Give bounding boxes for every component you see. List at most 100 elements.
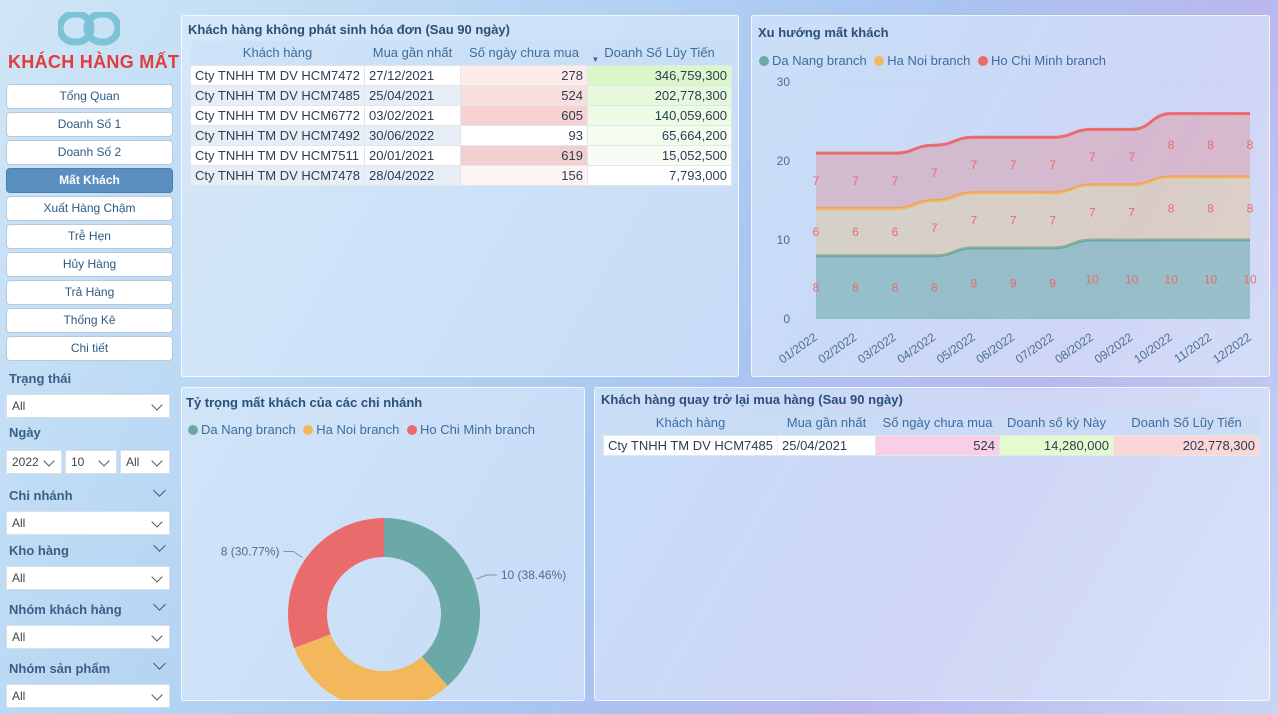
chevron-down-icon xyxy=(151,630,163,642)
lost-customers-table: Khách hàng Mua gần nhất Số ngày chưa mua… xyxy=(190,41,732,186)
filter-warehouse-label: Kho hàng xyxy=(9,543,69,558)
col-header-days[interactable]: Số ngày chưa mua xyxy=(460,41,588,65)
col-header-cumulative-sales[interactable]: Doanh Số Lũy Tiến ▼ xyxy=(587,41,732,65)
chevron-down-icon xyxy=(151,399,163,411)
nav-doanh-so-1[interactable]: Doanh Số 1 xyxy=(6,112,173,137)
legend-item-danang[interactable]: Da Nang branch xyxy=(759,53,867,68)
data-label: 8 xyxy=(1247,138,1254,152)
legend-dot-icon xyxy=(407,425,418,435)
series-line xyxy=(816,112,1250,155)
filter-day-dropdown[interactable]: All xyxy=(120,450,170,474)
cell-customer: Cty TNHH TM DV HCM7485 xyxy=(190,84,365,106)
donut-slice-ha-noi-branch[interactable] xyxy=(294,634,448,700)
cell-last-purchase: 30/06/2022 xyxy=(364,124,461,146)
cell-customer: Cty TNHH TM DV HCM7511 xyxy=(190,144,365,166)
filter-month-dropdown[interactable]: 10 xyxy=(65,450,117,474)
data-label: 7 xyxy=(931,221,938,235)
table-row[interactable]: Cty TNHH TM DV HCM7472 27/12/2021 278 34… xyxy=(190,64,732,86)
leader-line xyxy=(476,574,497,580)
series-line xyxy=(816,175,1250,210)
filter-branch-label: Chi nhánh xyxy=(9,488,73,503)
col-header-customer[interactable]: Khách hàng xyxy=(190,41,365,65)
legend-item-hanoi[interactable]: Ha Noi branch xyxy=(874,53,970,68)
cell-last-purchase: 20/01/2021 xyxy=(364,144,461,166)
col-header-last-purchase[interactable]: Mua gần nhất xyxy=(777,411,876,435)
cell-cumulative-sales: 140,059,600 xyxy=(587,104,732,126)
table-row[interactable]: Cty TNHH TM DV HCM7492 30/06/2022 93 65,… xyxy=(190,124,732,146)
x-tick-label: 04/2022 xyxy=(895,330,939,367)
area-ho-chi-minh-branch[interactable] xyxy=(816,113,1250,209)
trend-title: Xu hướng mất khách xyxy=(758,25,889,40)
nav-mat-khach[interactable]: Mất Khách xyxy=(6,168,173,193)
table-row[interactable]: Cty TNHH TM DV HCM7485 25/04/2021 524 14… xyxy=(603,434,1260,456)
sidebar: KHÁCH HÀNG MẤT Tổng Quan Doanh Số 1 Doan… xyxy=(0,0,180,714)
nav-xuat-hang-cham[interactable]: Xuất Hàng Chậm xyxy=(6,196,173,221)
filter-status-label: Trạng thái xyxy=(9,371,72,386)
cell-customer: Cty TNHH TM DV HCM7472 xyxy=(190,64,365,86)
collapse-chevron-icon[interactable] xyxy=(153,657,166,670)
legend-dot-icon xyxy=(759,56,769,66)
data-label: 8 xyxy=(1168,138,1175,152)
legend-dot-icon xyxy=(978,56,989,66)
legend-label: Da Nang branch xyxy=(201,422,296,437)
table-row[interactable]: Cty TNHH TM DV HCM7511 20/01/2021 619 15… xyxy=(190,144,732,166)
col-header-customer[interactable]: Khách hàng xyxy=(603,411,778,435)
legend-item-hcm[interactable]: Ho Chi Minh branch xyxy=(978,53,1106,68)
nav-thong-ke[interactable]: Thống Kê xyxy=(6,308,173,333)
filter-status-value: All xyxy=(12,399,26,413)
area-da-nang-branch[interactable] xyxy=(816,240,1250,319)
cell-customer: Cty TNHH TM DV HCM6772 xyxy=(190,104,365,126)
cell-last-purchase: 03/02/2021 xyxy=(364,104,461,126)
nav-chi-tiet[interactable]: Chi tiết xyxy=(6,336,173,361)
col-header-period-sales[interactable]: Doanh số kỳ Này xyxy=(999,411,1114,435)
cell-days: 93 xyxy=(460,124,588,146)
table-row[interactable]: Cty TNHH TM DV HCM6772 03/02/2021 605 14… xyxy=(190,104,732,126)
filter-warehouse-dropdown[interactable]: All xyxy=(6,566,170,590)
col-header-cumulative-sales[interactable]: Doanh Số Lũy Tiến xyxy=(1113,411,1260,435)
filter-product-group-dropdown[interactable]: All xyxy=(6,684,170,708)
table-row[interactable]: Cty TNHH TM DV HCM7485 25/04/2021 524 20… xyxy=(190,84,732,106)
collapse-chevron-icon[interactable] xyxy=(153,539,166,552)
data-label: 7 xyxy=(1010,213,1017,227)
data-label: 10 xyxy=(1204,273,1218,287)
filter-month-value: 10 xyxy=(71,455,85,469)
filter-customer-group-dropdown[interactable]: All xyxy=(6,625,170,649)
filter-status-dropdown[interactable]: All xyxy=(6,394,170,418)
slice-data-label: 8 (30.77%) xyxy=(221,545,280,559)
filter-year-value: 2022 xyxy=(12,455,39,469)
cell-cumulative-sales: 65,664,200 xyxy=(587,124,732,146)
nav-tre-hen[interactable]: Trễ Hẹn xyxy=(6,224,173,249)
filter-branch-dropdown[interactable]: All xyxy=(6,511,170,535)
data-label: 10 xyxy=(1086,273,1100,287)
legend-dot-icon xyxy=(188,425,198,435)
data-label: 8 xyxy=(813,280,820,294)
nav-huy-hang[interactable]: Hủy Hàng xyxy=(6,252,173,277)
x-tick-label: 11/2022 xyxy=(1171,330,1214,366)
legend-item-danang[interactable]: Da Nang branch xyxy=(188,422,296,437)
filter-product-group-label: Nhóm sản phẩm xyxy=(9,661,111,676)
collapse-chevron-icon[interactable] xyxy=(153,484,166,497)
nav-doanh-so-2[interactable]: Doanh Số 2 xyxy=(6,140,173,165)
nav-tra-hang[interactable]: Trả Hàng xyxy=(6,280,173,305)
legend-item-hanoi[interactable]: Ha Noi branch xyxy=(303,422,399,437)
col-header-last-purchase[interactable]: Mua gần nhất xyxy=(364,41,461,65)
page-title: KHÁCH HÀNG MẤT xyxy=(8,52,180,72)
data-label: 7 xyxy=(1010,158,1017,172)
filter-year-dropdown[interactable]: 2022 xyxy=(6,450,62,474)
donut-slice-ho-chi-minh-branch[interactable] xyxy=(288,518,384,649)
collapse-chevron-icon[interactable] xyxy=(153,598,166,611)
table-row[interactable]: Cty TNHH TM DV HCM7478 28/04/2022 156 7,… xyxy=(190,164,732,186)
data-label: 7 xyxy=(852,174,859,188)
cell-cumulative-sales: 346,759,300 xyxy=(587,64,732,86)
donut-slice-da-nang-branch[interactable] xyxy=(384,518,481,686)
x-tick-label: 12/2022 xyxy=(1210,330,1254,367)
legend-item-hcm[interactable]: Ho Chi Minh branch xyxy=(407,422,535,437)
nav-tong-quan[interactable]: Tổng Quan xyxy=(6,84,173,109)
logo-icon xyxy=(58,12,120,46)
trend-panel: Xu hướng mất khách Da Nang branch Ha Noi… xyxy=(751,15,1270,377)
col-header-days[interactable]: Số ngày chưa mua xyxy=(875,411,1000,435)
filter-customer-group-label: Nhóm khách hàng xyxy=(9,602,122,617)
data-label: 10 xyxy=(1243,273,1257,287)
x-tick-label: 09/2022 xyxy=(1092,330,1136,367)
area-ha-noi-branch[interactable] xyxy=(816,176,1250,256)
